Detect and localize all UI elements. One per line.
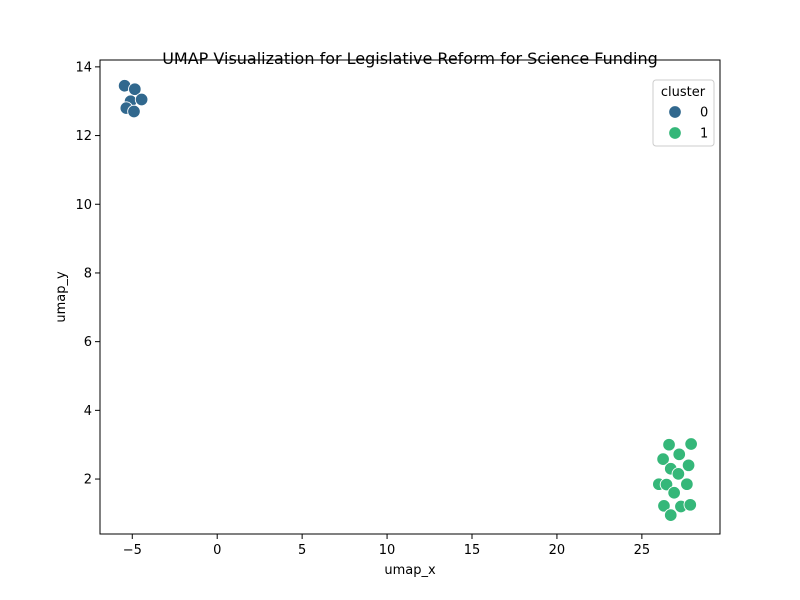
x-tick-label: 15 [464, 543, 481, 558]
y-axis-label: umap_y [54, 271, 69, 323]
x-tick-label: 5 [298, 543, 306, 558]
legend-marker-cluster-0 [668, 105, 682, 119]
legend-label-cluster-0: 0 [700, 106, 708, 121]
data-point-cluster-0 [128, 82, 142, 96]
data-point-cluster-1 [662, 437, 676, 452]
data-point-cluster-1 [663, 508, 678, 522]
legend-box [652, 79, 715, 147]
data-point-cluster-1 [656, 452, 670, 466]
y-tick-label: 12 [75, 129, 92, 144]
x-axis-label: umap_x [384, 563, 436, 578]
data-point-cluster-1 [659, 477, 674, 492]
data-point-cluster-1 [684, 437, 698, 451]
data-point-cluster-1 [667, 486, 681, 500]
legend-marker-cluster-1 [668, 126, 682, 140]
y-tick-label: 14 [75, 60, 92, 75]
data-point-cluster-1 [681, 458, 696, 473]
y-tick-label: 8 [84, 266, 92, 281]
legend-label-cluster-1: 1 [700, 127, 708, 142]
x-tick-label: −5 [123, 543, 142, 558]
x-tick-label: 20 [549, 543, 566, 558]
plot-frame [99, 59, 721, 535]
data-point-cluster-1 [657, 499, 671, 513]
points-layer [117, 79, 698, 522]
data-point-cluster-1 [683, 498, 698, 512]
y-tick-label: 10 [75, 198, 92, 213]
x-tick-label: 0 [213, 543, 221, 558]
data-point-cluster-1 [680, 477, 694, 491]
data-point-cluster-0 [134, 92, 149, 107]
x-axis: −5 0 5 10 15 20 25 [123, 534, 650, 558]
y-tick-label: 4 [84, 404, 92, 419]
y-tick-label: 6 [84, 335, 92, 350]
x-tick-label: 10 [379, 543, 396, 558]
chart-title: UMAP Visualization for Legislative Refor… [162, 49, 658, 68]
data-point-cluster-1 [671, 467, 686, 481]
x-tick-label: 25 [634, 543, 651, 558]
legend-title: cluster [661, 85, 706, 100]
y-axis: 2 4 6 8 10 12 14 [75, 60, 100, 488]
y-tick-label: 2 [84, 473, 92, 488]
data-point-cluster-1 [672, 447, 686, 462]
data-point-cluster-0 [127, 104, 141, 119]
legend: cluster 0 1 [652, 79, 715, 147]
